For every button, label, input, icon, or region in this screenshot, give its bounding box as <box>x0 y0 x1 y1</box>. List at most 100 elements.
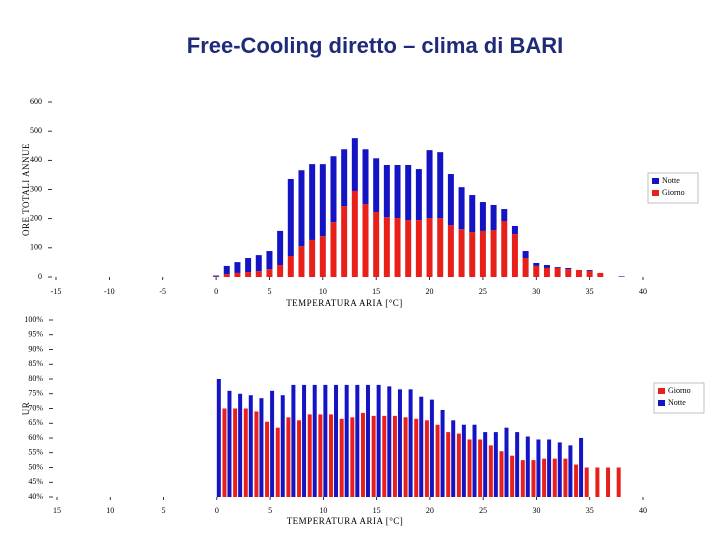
bar-segment <box>309 164 316 240</box>
bar-segment <box>458 229 465 277</box>
legend-label: Giorno <box>662 188 685 197</box>
y-tick-label: 40% <box>28 492 43 501</box>
bar <box>291 384 296 497</box>
bar-segment <box>266 251 273 270</box>
bar-segment <box>437 218 444 277</box>
bar-segment <box>255 271 262 277</box>
bar <box>350 417 355 497</box>
bar-segment <box>565 267 572 270</box>
legend-label: Giorno <box>668 386 691 395</box>
bar <box>525 436 530 497</box>
bar <box>542 458 547 497</box>
x-tick-label: 0 <box>214 287 218 296</box>
bar-segment <box>245 258 252 273</box>
bar-segment <box>522 258 529 277</box>
bar <box>248 395 253 497</box>
bar <box>515 432 520 497</box>
bar-segment <box>319 236 326 277</box>
bar <box>286 417 291 497</box>
bar-segment <box>255 255 262 272</box>
x-tick-label: 20 <box>426 506 434 515</box>
bar-segment <box>415 220 422 277</box>
bar-segment <box>266 269 273 277</box>
x-tick-label: 5 <box>267 287 271 296</box>
bar-segment <box>223 265 230 275</box>
bar <box>606 467 611 497</box>
bar-segment <box>597 272 604 277</box>
x-tick-label: 30 <box>532 506 540 515</box>
bar-segment <box>437 152 444 219</box>
x-tick-label: -10 <box>104 287 115 296</box>
bar <box>429 399 434 497</box>
legend-label: Notte <box>662 176 680 185</box>
bar-segment <box>383 217 390 277</box>
y-tick-label: 70% <box>28 403 43 412</box>
bar-segment <box>426 150 433 219</box>
bar-segment <box>223 274 230 277</box>
y-tick-label: 95% <box>28 330 43 339</box>
bar <box>329 414 334 497</box>
bar-segment <box>277 230 284 266</box>
bar <box>616 467 621 497</box>
bar-segment <box>479 230 486 277</box>
x-tick-label: 15 <box>372 287 380 296</box>
bar-segment <box>351 138 358 191</box>
bar-segment <box>213 275 220 277</box>
bar <box>510 455 515 497</box>
bar <box>222 408 227 497</box>
bar-segment <box>586 270 593 271</box>
bar <box>216 379 221 497</box>
legend-box <box>647 172 699 204</box>
bar-segment <box>351 190 358 277</box>
bar <box>414 418 419 497</box>
bar <box>227 390 232 497</box>
bar <box>467 439 472 497</box>
bar <box>419 396 424 497</box>
bar <box>339 418 344 497</box>
bar <box>504 427 509 497</box>
bar <box>403 417 408 497</box>
x-axis-title: TEMPERATURA ARIA [°C] <box>287 516 404 526</box>
bar <box>557 442 562 497</box>
y-tick-label: 200 <box>30 213 42 222</box>
y-tick-label: 55% <box>28 448 43 457</box>
bar <box>552 458 557 497</box>
bar <box>478 439 483 497</box>
bar <box>435 424 440 497</box>
bar <box>483 432 488 497</box>
y-tick-label: 400 <box>30 155 42 164</box>
bar-segment <box>543 265 550 268</box>
bar <box>360 412 365 497</box>
y-tick-label: 100% <box>24 315 43 324</box>
y-tick-label: 75% <box>28 389 43 398</box>
x-tick-label: 15 <box>53 506 61 515</box>
bar <box>584 467 589 497</box>
bar-segment <box>554 267 561 268</box>
x-tick-label: 40 <box>639 287 647 296</box>
x-tick-label: 10 <box>106 506 114 515</box>
bar <box>563 458 568 497</box>
bar <box>520 460 525 497</box>
y-tick-label: 50% <box>28 462 43 471</box>
bar <box>446 432 451 497</box>
x-axis-title: TEMPERATURA ARIA [°C] <box>286 298 403 308</box>
x-tick-label: 10 <box>319 287 327 296</box>
bar <box>302 384 307 497</box>
bar <box>461 424 466 497</box>
y-tick-label: 100 <box>30 243 42 252</box>
y-tick-label: 85% <box>28 359 43 368</box>
bar-segment <box>298 170 305 247</box>
bar <box>365 384 370 497</box>
bar <box>275 427 280 497</box>
bar-segment <box>415 169 422 221</box>
x-tick-label: 5 <box>268 506 272 515</box>
bar <box>297 420 302 497</box>
bar <box>536 439 541 497</box>
bar <box>568 445 573 497</box>
bar <box>259 398 264 497</box>
bar-segment <box>298 246 305 277</box>
bar <box>270 390 275 497</box>
bar <box>238 393 243 497</box>
bar-segment <box>522 251 529 259</box>
bar-segment <box>490 230 497 277</box>
